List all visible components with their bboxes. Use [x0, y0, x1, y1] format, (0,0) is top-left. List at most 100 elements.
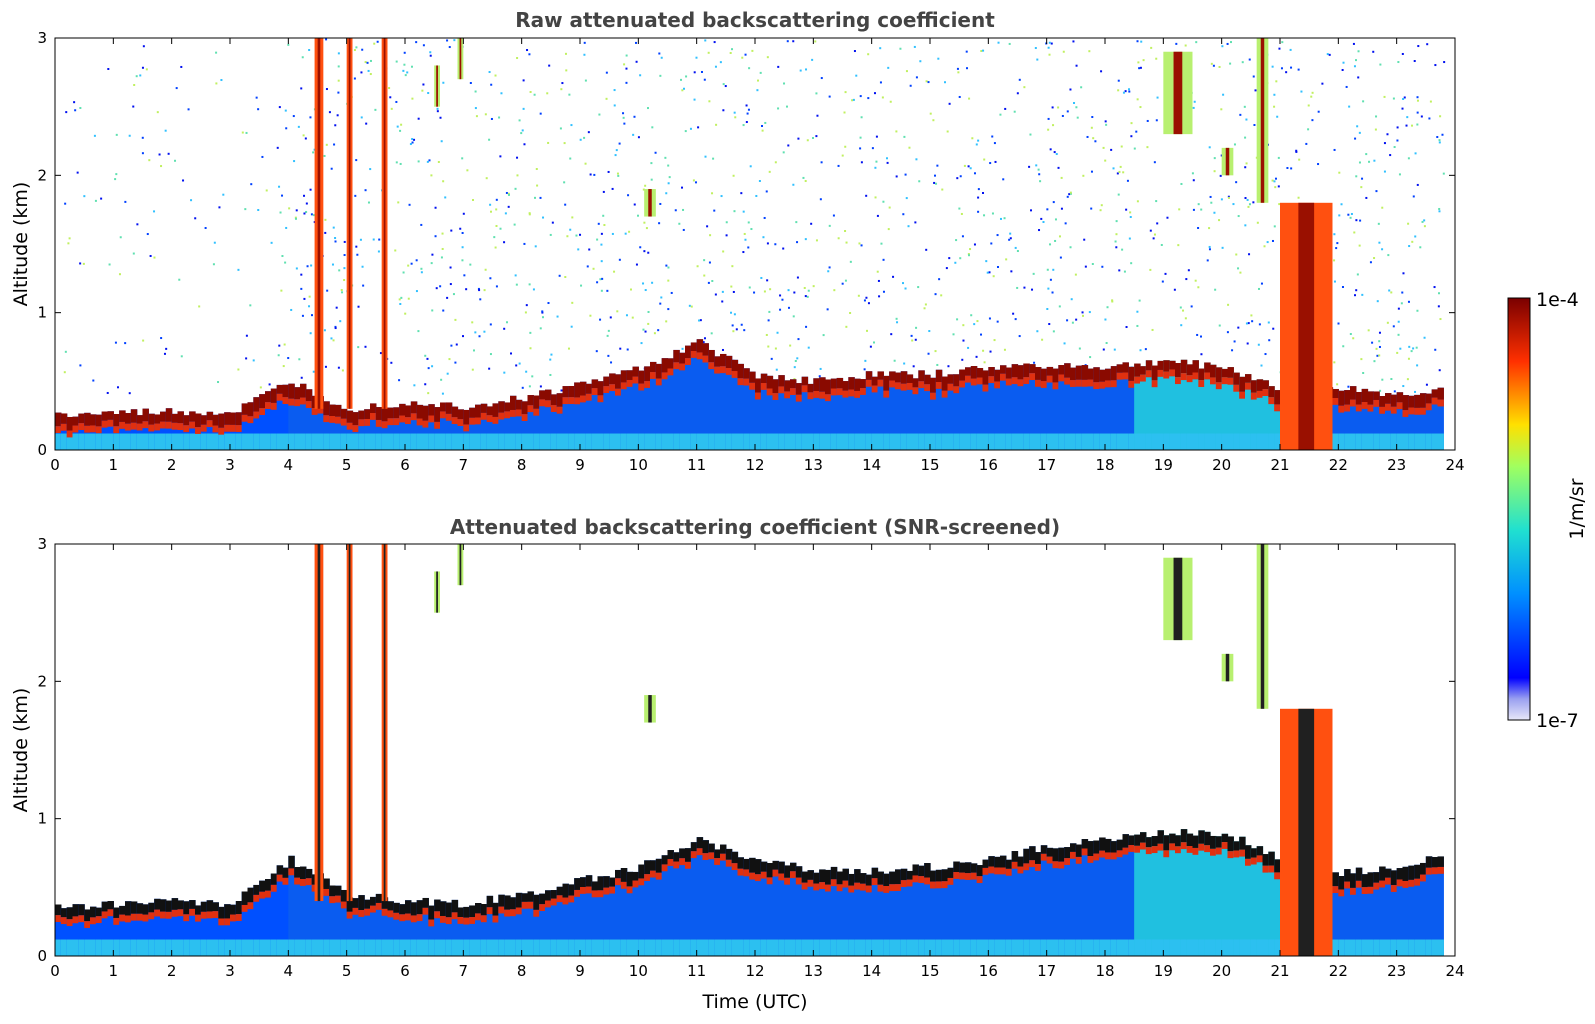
noise-cell: [1368, 160, 1371, 163]
layer-top-band: [795, 383, 803, 395]
layer-top-band: [364, 418, 371, 426]
noise-cell: [334, 325, 337, 328]
noise-cell: [312, 370, 315, 373]
layer-top-band: [965, 367, 972, 376]
layer-top-band: [749, 371, 756, 383]
heatmap-area: [55, 544, 1444, 956]
layer-top-band: [568, 895, 575, 903]
noise-cell: [721, 300, 724, 303]
noise-cell: [878, 295, 881, 298]
layer-top-band: [667, 859, 674, 866]
aerosol-layer-cell: [609, 877, 616, 956]
aerosol-layer-cell: [626, 433, 634, 450]
aerosol-layer-cell: [807, 383, 814, 450]
noise-cell: [1146, 146, 1149, 149]
aerosol-layer-cell: [1367, 391, 1374, 450]
aerosol-layer-cell: [1075, 939, 1083, 956]
aerosol-layer-cell: [1332, 939, 1339, 956]
layer-top-band: [282, 397, 289, 405]
aerosol-layer-cell: [976, 368, 984, 450]
noise-cell: [1064, 222, 1067, 225]
layer-top-band: [1134, 845, 1141, 853]
aerosol-layer-cell: [795, 433, 803, 450]
layer-top-band: [247, 902, 254, 910]
layer-top-band: [825, 379, 832, 395]
noise-cell: [294, 216, 297, 219]
aerosol-layer-cell: [900, 371, 908, 450]
layer-top-band: [165, 421, 173, 429]
layer-top-band: [399, 914, 406, 922]
noise-cell: [1003, 348, 1006, 351]
aerosol-layer-cell: [1239, 939, 1246, 956]
noise-cell: [732, 290, 735, 293]
layer-top-band: [107, 901, 114, 910]
noise-cell: [1438, 210, 1441, 213]
y-tick-label: 0: [37, 947, 47, 965]
layer-top-band: [375, 902, 383, 910]
layer-top-band: [661, 358, 669, 373]
aerosol-layer-cell: [340, 408, 348, 450]
noise-cell: [602, 190, 605, 193]
layer-top-band: [842, 381, 849, 391]
noise-cell: [714, 65, 717, 68]
layer-top-band: [801, 385, 809, 393]
aerosol-layer-cell: [720, 844, 727, 956]
noise-cell: [1060, 207, 1063, 210]
noise-cell: [1402, 98, 1405, 101]
noise-cell: [503, 241, 506, 244]
aerosol-layer-cell: [690, 842, 698, 956]
aerosol-layer-cell: [930, 377, 937, 450]
layer-top-band: [749, 857, 756, 873]
aerosol-layer-cell: [492, 433, 499, 450]
layer-top-band: [410, 902, 418, 916]
noise-cell: [217, 381, 220, 384]
layer-top-band: [1250, 392, 1258, 400]
aerosol-layer-cell: [801, 871, 809, 956]
aerosol-layer-cell: [1011, 851, 1019, 956]
aerosol-layer-cell: [469, 407, 476, 450]
layer-top-band: [1414, 407, 1421, 415]
noise-cell: [879, 47, 882, 50]
noise-cell: [1035, 164, 1038, 167]
noise-cell: [881, 96, 884, 99]
layer-top-band: [364, 908, 371, 916]
noise-cell: [1244, 166, 1247, 169]
layer-top-band: [690, 851, 698, 859]
noise-cell: [454, 318, 457, 321]
x-tick-label: 12: [745, 456, 764, 474]
layer-top-band: [527, 891, 534, 902]
x-tick-label: 14: [862, 962, 881, 980]
noise-cell: [1194, 279, 1197, 282]
layer-top-band: [714, 849, 721, 859]
aerosol-layer-cell: [778, 375, 785, 450]
aerosol-layer-cell: [638, 939, 645, 956]
noise-cell: [1125, 326, 1128, 329]
noise-cell: [367, 201, 370, 204]
layer-top-band: [294, 877, 301, 885]
aerosol-layer-cell: [679, 433, 686, 450]
aerosol-layer-cell: [1192, 939, 1199, 956]
layer-top-band: [556, 886, 564, 896]
noise-cell: [1333, 148, 1336, 151]
layer-top-band: [171, 898, 179, 910]
noise-cell: [308, 305, 311, 308]
noise-cell: [647, 107, 650, 110]
noise-cell: [1401, 291, 1404, 294]
noise-cell: [440, 378, 443, 381]
layer-top-band: [1344, 390, 1351, 405]
aerosol-layer-cell: [1396, 392, 1404, 450]
x-tick-label: 18: [1095, 962, 1114, 980]
layer-top-band: [422, 897, 429, 908]
noise-cell: [1060, 176, 1063, 179]
x-tick-label: 1: [109, 456, 119, 474]
x-tick-label: 24: [1445, 456, 1464, 474]
aerosol-layer-cell: [358, 939, 365, 956]
aerosol-layer-cell: [1204, 433, 1211, 450]
noise-cell: [610, 361, 613, 364]
aerosol-layer-cell: [1105, 838, 1112, 956]
noise-cell: [907, 225, 910, 228]
noise-cell: [819, 198, 822, 201]
aerosol-layer-cell: [113, 907, 120, 956]
noise-cell: [559, 127, 562, 130]
